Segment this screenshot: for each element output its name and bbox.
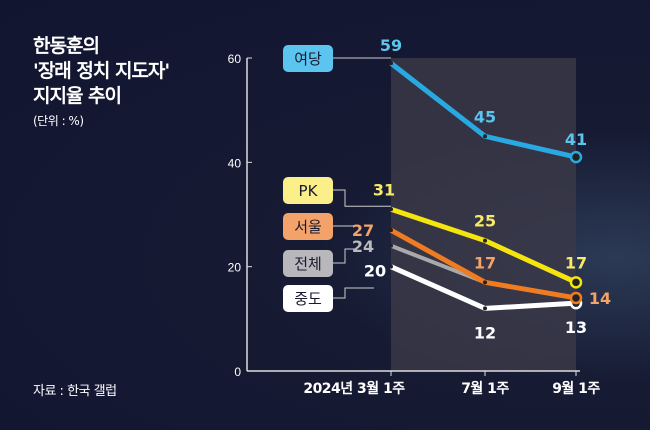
data-label: 14 (589, 289, 611, 308)
legend-label: 중도 (294, 290, 322, 308)
data-label: 12 (474, 323, 496, 342)
data-label: 17 (474, 253, 496, 272)
source-label: 자료 : 한국 갤럽 (33, 384, 117, 399)
data-label: 13 (565, 318, 587, 337)
shaded-period (391, 58, 576, 371)
legend-connector (333, 248, 357, 264)
data-point (389, 207, 393, 212)
data-point (483, 306, 487, 311)
data-label: 20 (364, 262, 386, 281)
data-point (389, 61, 393, 66)
x-tick-label: 2024년 3월 1주 (303, 380, 405, 397)
legend-connector (333, 189, 391, 207)
data-label: 24 (352, 237, 374, 256)
y-tick-label: 20 (228, 261, 242, 275)
legend-box-1 (283, 177, 333, 204)
data-point (389, 264, 393, 269)
legend-box-2 (283, 213, 333, 240)
data-point (483, 238, 487, 243)
data-point (389, 243, 393, 248)
legend-connector (333, 287, 374, 299)
legend-label: 여당 (294, 50, 322, 68)
legend-box-3 (283, 250, 333, 277)
y-tick-label: 0 (234, 365, 241, 379)
data-label: 59 (380, 36, 402, 55)
data-label: 45 (474, 107, 496, 126)
unit-label: (단위 : %) (33, 114, 84, 128)
legend-box-4 (283, 285, 333, 312)
data-point (569, 291, 583, 305)
data-point (483, 280, 487, 285)
legend-label: 서울 (294, 218, 322, 236)
data-label: 25 (474, 212, 496, 231)
data-point (569, 150, 583, 164)
legend-label: 전체 (294, 255, 322, 273)
legend-label: PK (299, 182, 319, 200)
y-tick-label: 60 (228, 52, 242, 66)
data-label: 41 (565, 130, 587, 149)
x-tick-label: 7월 1주 (461, 380, 509, 397)
data-label: 31 (373, 180, 395, 199)
data-label: 27 (352, 221, 374, 240)
legend-box-0 (283, 45, 333, 72)
data-label: 17 (565, 253, 587, 272)
data-point (389, 228, 393, 233)
data-point (483, 134, 487, 139)
chart-title: 한동훈의 '장래 정치 지도자' 지지율 추이 (33, 35, 170, 107)
x-tick-label: 9월 1주 (552, 380, 600, 397)
y-tick-label: 40 (228, 156, 242, 170)
data-point (569, 276, 583, 289)
